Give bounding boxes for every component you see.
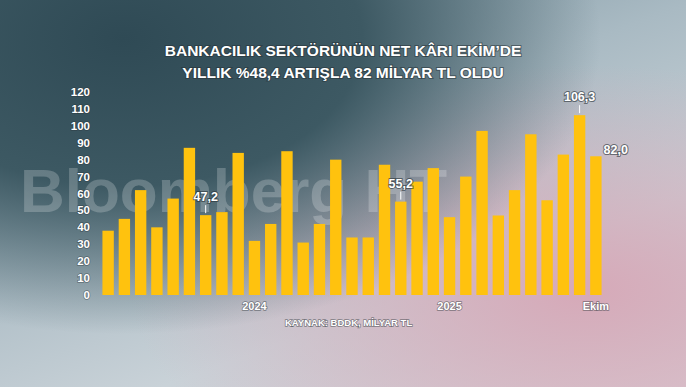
label-leader — [205, 205, 206, 213]
data-label: 47,2 — [194, 190, 218, 204]
source: KAYNAK: BDDK, MİLYAR TL — [285, 317, 412, 328]
bar — [363, 237, 374, 295]
y-tick-label: 50 — [77, 204, 90, 216]
bar — [298, 243, 309, 295]
data-label: 106,3 — [564, 90, 595, 104]
label-leader — [400, 192, 401, 200]
bar — [216, 212, 227, 295]
y-tick-label: 60 — [77, 188, 90, 200]
bar — [346, 237, 357, 295]
bar — [395, 202, 406, 295]
y-tick-label: 100 — [71, 120, 90, 132]
bar — [525, 134, 536, 295]
bar — [314, 224, 325, 295]
bar — [135, 190, 146, 295]
y-tick-label: 0 — [84, 289, 90, 301]
bars — [102, 115, 601, 295]
label-leader — [579, 105, 580, 113]
bar — [541, 200, 552, 295]
x-tick-label: Ekim — [583, 300, 610, 312]
y-tick-label: 10 — [77, 272, 90, 284]
bar — [184, 148, 195, 295]
y-tick-label: 110 — [71, 103, 90, 115]
data-label: 55,2 — [389, 177, 413, 191]
y-tick-label: 40 — [77, 221, 90, 233]
bar — [590, 156, 601, 295]
bar — [119, 219, 130, 295]
bar — [233, 153, 244, 295]
bar — [444, 217, 455, 295]
y-tick-label: 90 — [77, 137, 90, 149]
bar — [574, 115, 585, 295]
bar — [102, 231, 113, 295]
x-tick-label: 2024 — [242, 300, 267, 312]
bar — [200, 215, 211, 295]
bar — [558, 155, 569, 295]
title: BANKACILIK SEKTÖRÜNÜN NET KÂRI EKİM’DE — [165, 42, 522, 59]
bar — [249, 241, 260, 295]
bar — [265, 224, 276, 295]
x-tick-label: 2025 — [437, 300, 461, 312]
chart: Bloomberg HTBANKACILIK SEKTÖRÜNÜN NET KÂ… — [0, 0, 686, 387]
y-tick-label: 70 — [77, 171, 90, 183]
bar — [151, 227, 162, 295]
bar — [330, 160, 341, 295]
y-tick-label: 20 — [77, 255, 90, 267]
bar — [460, 177, 471, 295]
title: YILLIK %48,4 ARTIŞLA 82 MİLYAR TL OLDU — [182, 64, 503, 81]
bar — [428, 168, 439, 295]
bar — [281, 151, 292, 295]
y-tick-label: 120 — [71, 86, 90, 98]
bar — [509, 190, 520, 295]
data-label: 82,0 — [604, 143, 628, 157]
bar — [167, 199, 178, 295]
bar — [411, 182, 422, 295]
y-tick-label: 30 — [77, 238, 90, 250]
bar — [476, 131, 487, 295]
y-tick-label: 80 — [77, 154, 90, 166]
bar — [493, 215, 504, 295]
